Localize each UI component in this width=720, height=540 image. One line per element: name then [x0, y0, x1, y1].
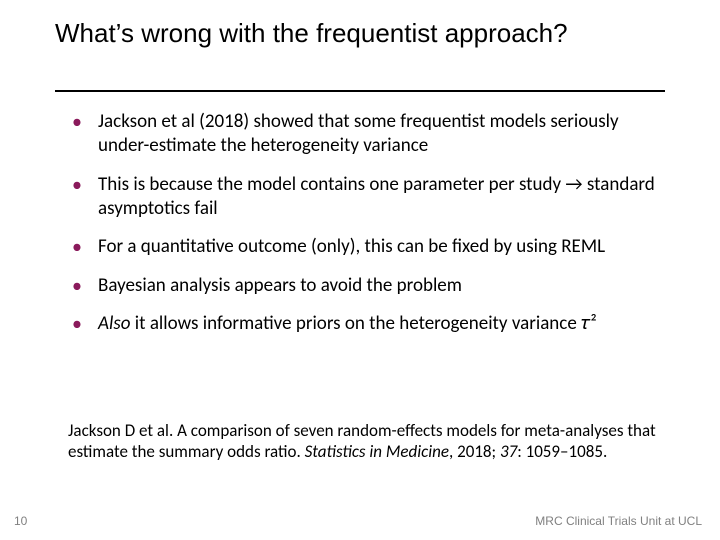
title-rule — [55, 90, 665, 92]
citation-pages: : 1059–1085. — [517, 441, 607, 462]
citation-year: , 2018; — [449, 441, 500, 462]
citation: Jackson D et al. A comparison of seven r… — [68, 420, 663, 463]
bullet-list: Jackson et al (2018) showed that some fr… — [68, 110, 663, 336]
list-item: Also it allows informative priors on the… — [68, 312, 663, 336]
bullet-text: Bayesian analysis appears to avoid the p… — [98, 274, 462, 297]
bullet-text-rest: it allows informative priors on the hete… — [131, 312, 597, 335]
citation-journal: Statistics in Medicine — [305, 441, 449, 462]
list-item: This is because the model contains one p… — [68, 173, 663, 222]
list-item: Bayesian analysis appears to avoid the p… — [68, 274, 663, 298]
slide-body: Jackson et al (2018) showed that some fr… — [68, 110, 663, 350]
footer-affiliation: MRC Clinical Trials Unit at UCL — [535, 514, 702, 528]
slide: What’s wrong with the frequentist approa… — [0, 0, 720, 540]
slide-title: What’s wrong with the frequentist approa… — [55, 18, 665, 49]
bullet-text: This is because the model contains one p… — [98, 173, 655, 220]
page-number: 10 — [14, 514, 27, 528]
list-item: Jackson et al (2018) showed that some fr… — [68, 110, 663, 159]
bullet-text-italic-prefix: Also — [98, 312, 131, 335]
bullet-text: Jackson et al (2018) showed that some fr… — [98, 110, 619, 157]
bullet-text: For a quantitative outcome (only), this … — [98, 235, 605, 258]
list-item: For a quantitative outcome (only), this … — [68, 235, 663, 259]
citation-volume: 37 — [500, 441, 517, 462]
